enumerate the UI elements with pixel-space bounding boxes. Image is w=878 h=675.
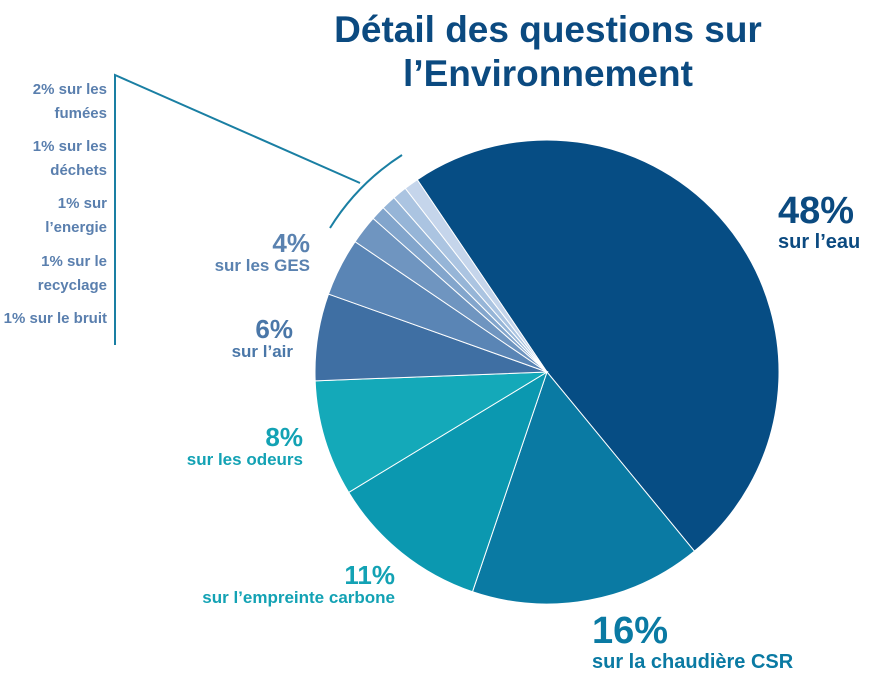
pie-slice — [416, 139, 780, 552]
pie-slice — [404, 178, 548, 373]
category-label: sur le bruit — [29, 310, 107, 327]
category-label: sur l’air — [231, 342, 293, 362]
category-label: sur l’energie — [45, 195, 107, 236]
category-label: sur les GES — [214, 256, 310, 276]
slice-label: 48% sur l’eau — [778, 190, 861, 253]
category-label: sur le recyclage — [37, 253, 107, 294]
slice-label: 1% sur le bruit — [0, 307, 107, 331]
pie-slice — [471, 370, 696, 605]
value-label: 6% — [255, 314, 293, 344]
category-label: sur les odeurs — [186, 450, 303, 470]
slice-label: 2% sur les fumées — [0, 78, 107, 126]
value-label: 1% — [41, 253, 63, 270]
slice-label: 8% sur les odeurs — [186, 422, 303, 470]
slice-label: 1% sur le recyclage — [0, 250, 107, 298]
value-label: 11% — [344, 560, 395, 590]
slice-label: 1% sur l’energie — [0, 192, 107, 240]
category-label: sur les déchets — [50, 138, 107, 179]
category-label: sur les fumées — [54, 81, 107, 122]
slice-label: 11% sur l’empreinte carbone — [202, 560, 395, 608]
value-label: 1% — [3, 310, 26, 327]
value-label: 8% — [265, 422, 303, 452]
chart-title: Détail des questions sur l’Environnement — [334, 9, 762, 94]
category-label: sur la chaudière CSR — [592, 650, 794, 673]
slice-label: 1% sur les déchets — [0, 135, 107, 183]
value-label: 2% — [32, 81, 55, 98]
value-label: 16% — [592, 610, 669, 652]
value-label: 4% — [272, 228, 310, 258]
bracket-line — [114, 73, 361, 345]
pie-slice — [348, 370, 548, 593]
value-label: 1% — [32, 138, 55, 155]
bracket-arc — [329, 154, 403, 229]
value-label: 48% — [778, 190, 855, 232]
slice-label: 16% sur la chaudière CSR — [592, 610, 794, 673]
value-label: 1% — [57, 195, 80, 212]
pie-slice — [314, 371, 549, 494]
category-label: sur l’eau — [778, 230, 861, 253]
category-label: sur l’empreinte carbone — [202, 588, 395, 608]
slice-label: 6% sur l’air — [231, 314, 293, 362]
slice-label: 4% sur les GES — [214, 228, 310, 276]
